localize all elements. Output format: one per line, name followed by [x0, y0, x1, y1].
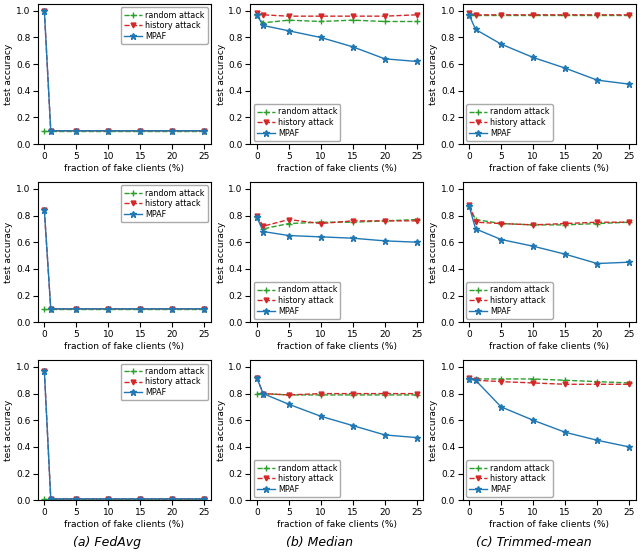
Y-axis label: test accuracy: test accuracy	[429, 43, 438, 105]
X-axis label: fraction of fake clients (%): fraction of fake clients (%)	[489, 341, 609, 351]
Y-axis label: test accuracy: test accuracy	[4, 400, 13, 461]
Text: (c) Trimmed-mean: (c) Trimmed-mean	[476, 537, 591, 549]
X-axis label: fraction of fake clients (%): fraction of fake clients (%)	[276, 164, 397, 173]
Y-axis label: test accuracy: test accuracy	[4, 43, 13, 105]
Y-axis label: test accuracy: test accuracy	[429, 400, 438, 461]
Legend: random attack, history attack, MPAF: random attack, history attack, MPAF	[466, 282, 553, 319]
Y-axis label: test accuracy: test accuracy	[429, 221, 438, 283]
Legend: random attack, history attack, MPAF: random attack, history attack, MPAF	[253, 460, 340, 497]
Legend: random attack, history attack, MPAF: random attack, history attack, MPAF	[466, 104, 553, 141]
X-axis label: fraction of fake clients (%): fraction of fake clients (%)	[65, 341, 184, 351]
Y-axis label: test accuracy: test accuracy	[216, 221, 225, 283]
X-axis label: fraction of fake clients (%): fraction of fake clients (%)	[276, 519, 397, 528]
X-axis label: fraction of fake clients (%): fraction of fake clients (%)	[276, 341, 397, 351]
X-axis label: fraction of fake clients (%): fraction of fake clients (%)	[489, 164, 609, 173]
Y-axis label: test accuracy: test accuracy	[216, 400, 225, 461]
Legend: random attack, history attack, MPAF: random attack, history attack, MPAF	[120, 7, 207, 44]
X-axis label: fraction of fake clients (%): fraction of fake clients (%)	[65, 164, 184, 173]
Text: (a) FedAvg: (a) FedAvg	[73, 537, 141, 549]
Legend: random attack, history attack, MPAF: random attack, history attack, MPAF	[253, 282, 340, 319]
X-axis label: fraction of fake clients (%): fraction of fake clients (%)	[489, 519, 609, 528]
Y-axis label: test accuracy: test accuracy	[4, 221, 13, 283]
Legend: random attack, history attack, MPAF: random attack, history attack, MPAF	[120, 364, 207, 400]
X-axis label: fraction of fake clients (%): fraction of fake clients (%)	[65, 519, 184, 528]
Legend: random attack, history attack, MPAF: random attack, history attack, MPAF	[253, 104, 340, 141]
Y-axis label: test accuracy: test accuracy	[216, 43, 225, 105]
Text: (b) Median: (b) Median	[287, 537, 353, 549]
Legend: random attack, history attack, MPAF: random attack, history attack, MPAF	[120, 185, 207, 222]
Legend: random attack, history attack, MPAF: random attack, history attack, MPAF	[466, 460, 553, 497]
